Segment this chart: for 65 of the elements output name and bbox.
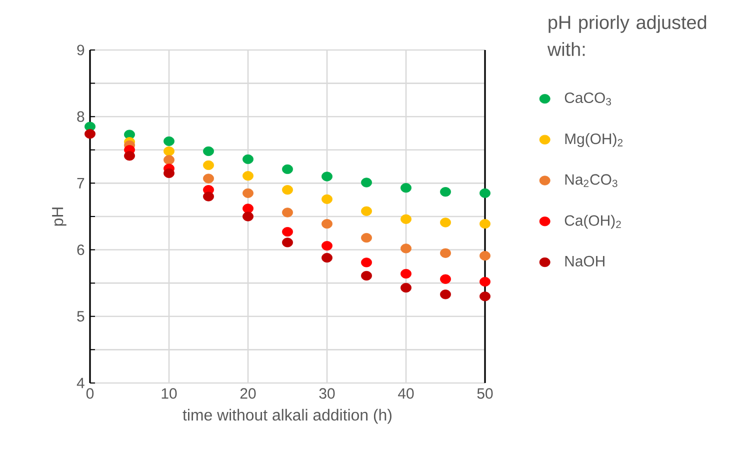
point (361, 178, 372, 188)
point (282, 238, 293, 248)
point (361, 233, 372, 243)
point (322, 252, 332, 263)
point (322, 194, 332, 204)
point (361, 258, 372, 268)
point (203, 192, 214, 202)
point (322, 172, 332, 182)
point (164, 155, 174, 165)
point (282, 164, 293, 174)
legend-label: Na$_{2}$CO$_{3}$ (565, 174, 618, 188)
point (440, 290, 451, 300)
point (480, 276, 490, 287)
point (440, 218, 451, 228)
point (242, 188, 254, 198)
point (282, 185, 293, 195)
point (322, 240, 332, 251)
x-tick-label: 50 (477, 388, 493, 399)
point (84, 129, 96, 139)
point (124, 151, 135, 161)
x-axis-title: time without alkali addition (h) (182, 408, 392, 424)
point (282, 208, 293, 218)
point (400, 183, 412, 193)
x-tick-label: 0 (86, 388, 94, 399)
x-tick-label: 40 (398, 388, 414, 399)
point (282, 227, 293, 237)
legend-label: Mg(OH)$_{2}$ (565, 133, 623, 148)
point (203, 146, 214, 156)
point (242, 212, 254, 222)
legend-label: NaOH (565, 256, 604, 266)
point (242, 171, 254, 181)
point (400, 282, 412, 293)
point (164, 146, 174, 156)
point (203, 174, 214, 184)
x-tick-label: 10 (162, 388, 177, 399)
x-tick-label: 30 (319, 388, 335, 399)
point (480, 188, 490, 198)
y-tick-label: 8 (77, 111, 84, 122)
point (242, 154, 254, 164)
point (440, 274, 451, 284)
point (164, 136, 174, 146)
point (480, 292, 490, 302)
y-tick-label: 4 (76, 378, 84, 388)
y-tick-label: 6 (77, 244, 84, 256)
point (322, 219, 332, 229)
point (440, 187, 451, 197)
point (361, 206, 372, 216)
legend-title: pH priorly adjusted with: (547, 15, 706, 56)
y-tick-label: 7 (77, 178, 84, 188)
point (203, 160, 214, 170)
legend-label: Ca(OH)$_{2}$ (564, 214, 621, 229)
y-axis-title: pH (52, 208, 66, 226)
y-tick-label: 9 (77, 44, 84, 56)
point (480, 250, 490, 261)
point (400, 214, 412, 224)
point (164, 168, 174, 178)
point (480, 219, 490, 229)
point (440, 248, 451, 258)
point (361, 270, 372, 281)
x-tick-label: 20 (240, 388, 256, 399)
point (400, 268, 412, 279)
point (242, 204, 254, 214)
legend-label: CaCO$_{3}$ (564, 92, 611, 106)
y-tick-label: 5 (77, 311, 84, 322)
point (400, 244, 412, 254)
